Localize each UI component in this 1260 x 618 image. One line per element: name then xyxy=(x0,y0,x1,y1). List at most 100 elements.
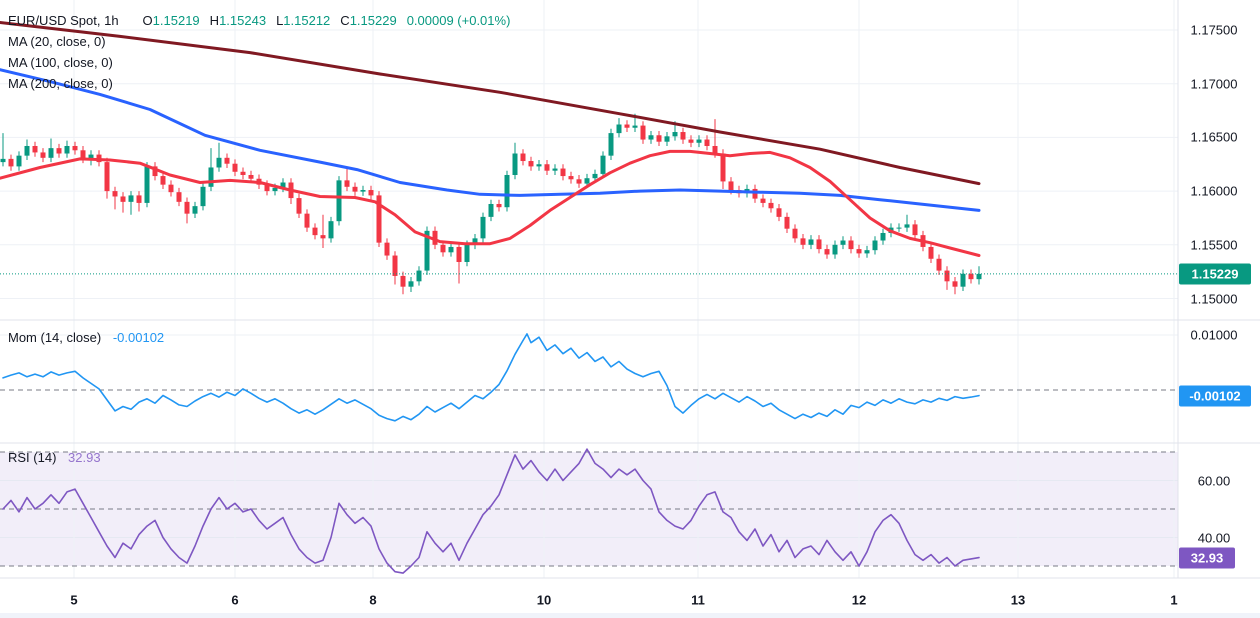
candle-body xyxy=(472,238,478,245)
candle-body xyxy=(16,155,22,167)
candle-body xyxy=(432,230,438,245)
candle-body xyxy=(512,153,518,175)
candle-body xyxy=(56,148,62,154)
rsi-label: RSI (14) xyxy=(8,450,57,465)
time-tick-label: 12 xyxy=(851,592,867,608)
momentum-value: -0.00102 xyxy=(112,330,165,345)
candle-body xyxy=(368,190,374,196)
candle-body xyxy=(336,180,342,222)
ma20-legend[interactable]: MA (20, close, 0) xyxy=(8,34,106,49)
candle-body xyxy=(904,224,910,228)
candle-body xyxy=(768,202,774,209)
rsi-tick-label: 60.00 xyxy=(1197,473,1231,488)
candle-body xyxy=(360,190,366,192)
candle-body xyxy=(344,180,350,187)
candle-body xyxy=(720,153,726,182)
candle-body xyxy=(216,157,222,168)
candle-body xyxy=(968,273,974,280)
candle-body xyxy=(72,145,78,151)
ohlc-open-value: 1.15219 xyxy=(152,13,200,28)
candle-body xyxy=(728,181,734,191)
rsi-tick-label: 40.00 xyxy=(1197,530,1231,545)
candle-body xyxy=(536,164,542,167)
candle-body xyxy=(136,195,142,203)
candle-body xyxy=(296,198,302,214)
candle-body xyxy=(776,208,782,217)
ma100-legend[interactable]: MA (100, close, 0) xyxy=(8,55,113,70)
candle-body xyxy=(672,132,678,137)
candle-body xyxy=(464,244,470,262)
candle-body xyxy=(192,206,198,214)
price-tick-label: 1.17500 xyxy=(1190,22,1238,38)
candle-body xyxy=(440,244,446,253)
candle-body xyxy=(112,191,118,197)
candle-body xyxy=(712,145,718,154)
symbol-legend[interactable]: EUR/USD Spot, 1h O1.15219 H1.15243 L1.15212… xyxy=(8,13,510,28)
candle-body xyxy=(560,168,566,177)
candle-body xyxy=(168,184,174,193)
candle-body xyxy=(520,153,526,162)
candle-body xyxy=(976,273,982,280)
candle-body xyxy=(832,244,838,255)
candle-body xyxy=(88,154,94,159)
rsi-value: 32.93 xyxy=(68,450,101,465)
candle-body xyxy=(632,125,638,128)
ma200-legend[interactable]: MA (200, close, 0) xyxy=(8,76,113,91)
time-tick-label: 5 xyxy=(70,592,78,608)
candle-body xyxy=(648,135,654,140)
candle-body xyxy=(800,238,806,245)
momentum-legend[interactable]: Mom (14, close) -0.00102 xyxy=(8,330,164,345)
candle-body xyxy=(128,195,134,202)
ohlc-close-value: 1.15229 xyxy=(349,13,397,28)
rsi-line xyxy=(2,448,980,574)
symbol-title: EUR/USD Spot, 1h xyxy=(8,13,119,28)
candle-body xyxy=(200,186,206,207)
timeline-strip xyxy=(0,613,1260,618)
candle-body xyxy=(80,150,86,159)
candle-body xyxy=(928,246,934,259)
candle-body xyxy=(704,139,710,146)
candle-body xyxy=(864,250,870,254)
ohlc-high-prefix: H xyxy=(209,13,220,28)
candle-body xyxy=(160,176,166,185)
candle-body xyxy=(872,240,878,251)
candle-body xyxy=(240,171,246,175)
candle-body xyxy=(664,136,670,142)
candle-body xyxy=(280,182,286,188)
candle-body xyxy=(144,166,150,203)
candle-body xyxy=(936,258,942,271)
momentum-line xyxy=(2,333,980,422)
candle-body xyxy=(320,235,326,239)
time-tick-label: 10 xyxy=(536,592,552,608)
ma20-line xyxy=(0,149,981,257)
candle-body xyxy=(456,246,462,262)
candle-body xyxy=(656,135,662,142)
ohlc-high-value: 1.15243 xyxy=(219,13,267,28)
time-tick-label: 13 xyxy=(1010,592,1026,608)
rsi-legend[interactable]: RSI (14) 32.93 xyxy=(8,450,101,465)
ohlc-close-prefix: C xyxy=(340,13,350,28)
candle-body xyxy=(400,275,406,287)
candle-body xyxy=(504,174,510,208)
ohlc-open-prefix: O xyxy=(142,13,153,28)
candle-body xyxy=(480,216,486,239)
candle-body xyxy=(816,239,822,250)
price-tick-label: 1.15000 xyxy=(1190,291,1238,306)
candle-body xyxy=(944,270,950,282)
candle-body xyxy=(352,186,358,192)
momentum-label: Mom (14, close) xyxy=(8,330,102,345)
candle-body xyxy=(272,187,278,192)
candle-body xyxy=(152,166,158,177)
price-tick-label: 1.16500 xyxy=(1190,129,1238,145)
candle-body xyxy=(824,249,830,255)
candle-body xyxy=(488,203,494,217)
candle-body xyxy=(24,145,30,156)
change-value: 0.00009 (+0.01%) xyxy=(406,13,511,28)
candle-body xyxy=(176,192,182,202)
candle-body xyxy=(544,164,550,171)
candle-body xyxy=(328,221,334,239)
candle-body xyxy=(960,273,966,287)
candle-body xyxy=(912,224,918,236)
price-tick-label: 1.16000 xyxy=(1190,183,1238,199)
